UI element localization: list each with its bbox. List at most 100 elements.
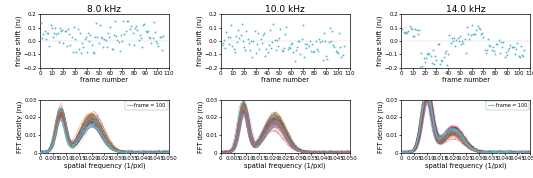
frame = 100 [37,152,44,154]
Point [285,45,293,48]
Point [443,64,451,66]
Point [519,54,528,57]
Point [158,49,166,52]
Point [405,25,414,28]
Point [125,42,133,45]
Point [217,44,226,46]
frame = 100 [398,151,405,153]
Point [429,49,437,52]
Point [112,35,120,38]
Point [114,40,123,43]
Point [512,48,521,51]
Point [440,52,449,55]
Point [479,35,488,38]
Point [77,51,85,54]
Point [223,36,232,38]
Point [133,28,142,31]
Point [83,51,91,54]
Point [247,39,255,42]
Point [239,40,247,42]
Point [433,42,442,45]
Point [500,55,509,58]
Point [283,48,292,51]
Point [324,40,333,43]
Point [95,23,104,26]
Point [65,33,74,35]
Point [245,42,253,45]
Point [497,41,505,44]
frame = 100 [58,117,64,119]
Point [296,53,305,55]
Point [94,41,103,44]
Point [491,53,499,56]
Point [289,51,297,54]
Point [474,27,483,29]
Point [236,34,245,37]
Point [318,59,327,61]
Point [111,20,119,23]
Point [238,23,246,26]
Point [316,40,325,43]
Point [403,31,411,34]
Title: 8.0 kHz: 8.0 kHz [87,5,122,14]
Point [463,25,471,28]
Point [260,32,268,35]
Point [408,28,416,31]
Point [54,41,63,44]
Point [477,33,486,35]
frame = 100 [37,151,43,154]
Point [139,24,148,27]
frame = 100 [132,152,138,154]
frame = 100 [155,151,161,153]
Point [424,51,433,54]
Point [91,35,99,38]
Point [302,46,311,49]
Point [90,51,98,54]
Point [503,53,511,56]
Point [312,47,321,50]
Point [93,36,102,39]
Point [88,51,97,54]
Point [516,44,525,47]
Point [322,55,330,57]
Point [414,33,422,36]
Point [248,55,256,58]
Point [106,25,115,28]
Point [292,49,300,52]
Point [481,52,490,54]
Point [478,32,487,34]
Point [123,20,131,22]
Point [483,49,491,52]
Point [105,35,114,38]
Point [224,43,233,46]
Point [37,21,45,24]
Point [241,49,249,52]
Point [149,20,158,23]
Point [45,44,54,47]
Point [469,33,477,35]
Point [265,28,274,31]
Title: 14.0 kHz: 14.0 kHz [446,5,486,14]
Point [323,57,332,60]
Point [314,50,322,53]
frame = 100 [114,151,120,153]
Point [85,39,93,42]
Point [442,50,450,53]
Point [63,45,71,48]
Point [507,45,516,48]
Point [475,27,484,30]
Point [153,41,161,44]
Point [288,41,296,44]
Point [49,35,57,38]
Point [432,58,441,61]
Point [53,32,62,35]
Point [452,38,461,41]
Point [456,35,464,38]
Point [98,36,107,39]
Y-axis label: FFT density (ru): FFT density (ru) [378,100,384,153]
Point [305,40,314,43]
Point [321,40,329,43]
Point [43,32,51,35]
Point [461,37,469,40]
Point [64,28,72,30]
